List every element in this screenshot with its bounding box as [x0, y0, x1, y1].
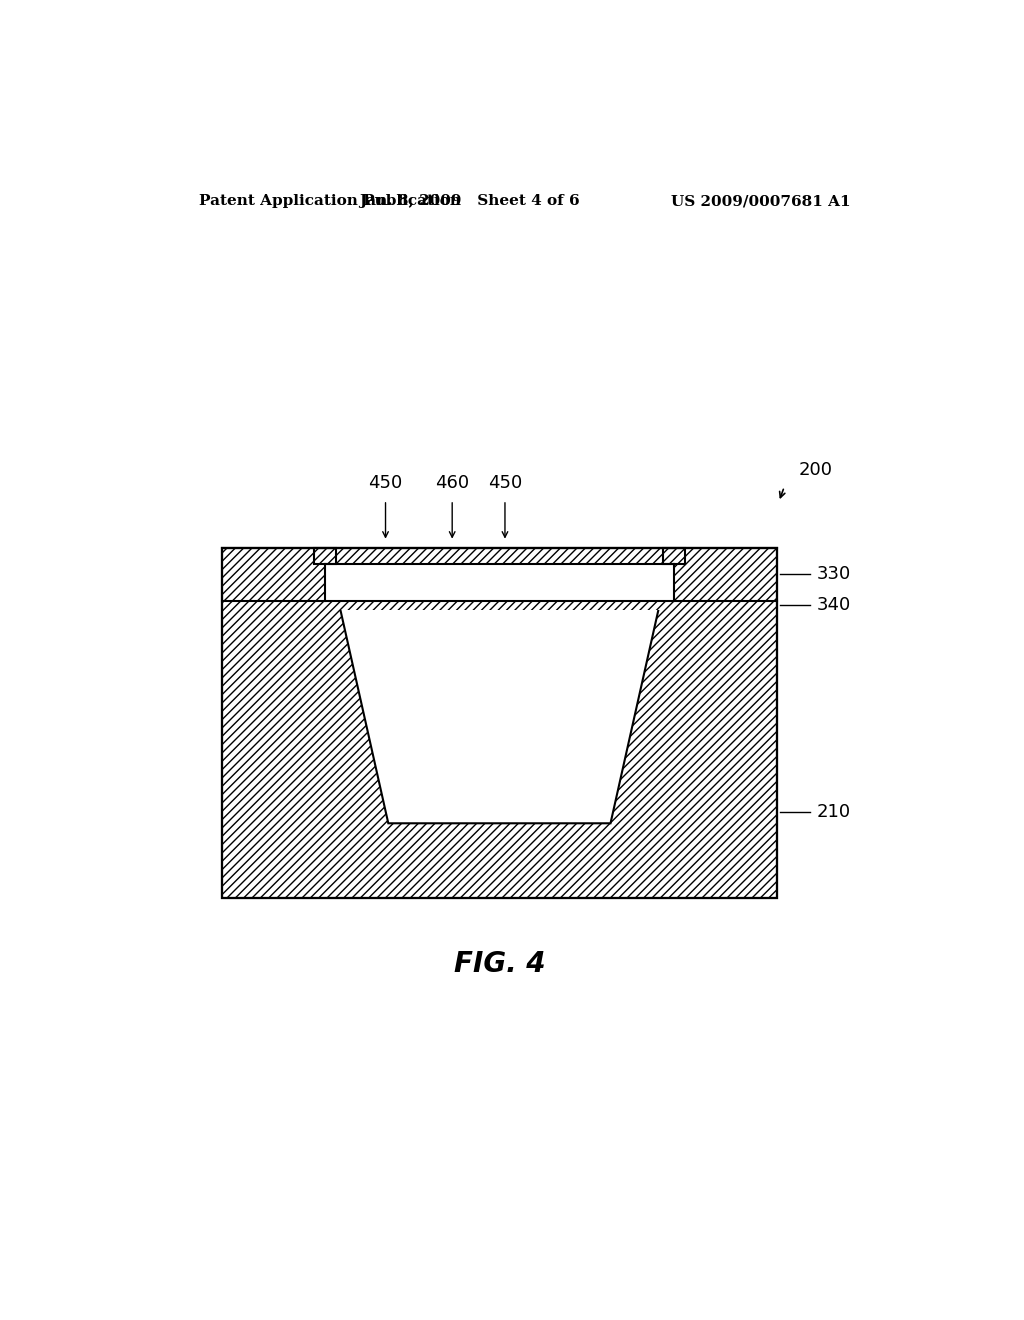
Bar: [221, 548, 777, 601]
Polygon shape: [338, 601, 660, 824]
Bar: [674, 548, 777, 601]
Bar: [313, 548, 336, 564]
Text: US 2009/0007681 A1: US 2009/0007681 A1: [671, 194, 850, 209]
Text: 450: 450: [487, 474, 522, 492]
Text: 450: 450: [369, 474, 402, 492]
Bar: [663, 548, 685, 564]
Bar: [325, 548, 674, 564]
Bar: [663, 548, 685, 564]
Text: 460: 460: [435, 474, 469, 492]
Text: Patent Application Publication: Patent Application Publication: [200, 194, 462, 209]
Bar: [221, 548, 325, 601]
Text: 340: 340: [817, 597, 851, 614]
Bar: [325, 564, 674, 601]
Bar: [325, 548, 674, 564]
Text: 330: 330: [817, 565, 851, 583]
Bar: [221, 548, 325, 601]
Text: 200: 200: [799, 461, 833, 479]
Bar: [674, 548, 777, 601]
Bar: [221, 601, 777, 610]
Bar: [221, 601, 777, 610]
Bar: [313, 548, 336, 564]
Text: 210: 210: [817, 803, 851, 821]
Bar: [221, 610, 777, 899]
Bar: [221, 548, 777, 899]
Bar: [313, 548, 336, 564]
Bar: [663, 548, 685, 564]
Bar: [221, 610, 777, 899]
Text: Jan. 8, 2009   Sheet 4 of 6: Jan. 8, 2009 Sheet 4 of 6: [359, 194, 580, 209]
Text: FIG. 4: FIG. 4: [454, 950, 545, 978]
